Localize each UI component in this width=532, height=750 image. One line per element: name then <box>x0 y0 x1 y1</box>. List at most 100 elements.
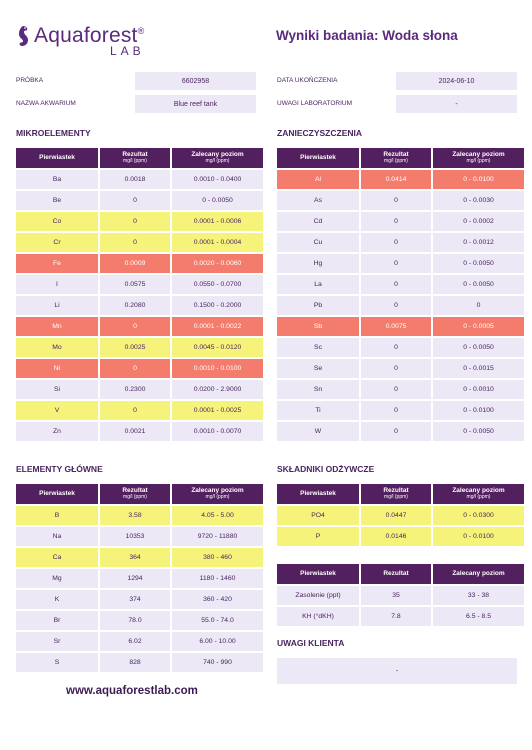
table-row: B 3.58 4.05 - 5.00 <box>16 506 263 525</box>
table-row: KH (°dKH) 7.8 6.5 - 8.5 <box>277 607 524 626</box>
cell-element: Mn <box>16 317 98 336</box>
cell-result: 0 <box>100 233 170 252</box>
cell-element: S <box>16 653 98 672</box>
cell-result: 0 <box>361 380 431 399</box>
cell-element: Br <box>16 611 98 630</box>
cell-element: I <box>16 275 98 294</box>
table-row: Mg 1294 1180 - 1460 <box>16 569 263 588</box>
table-row: Cr 0 0.0001 - 0.0004 <box>16 233 263 252</box>
col-element: Pierwiastek <box>16 484 98 504</box>
cell-element: Li <box>16 296 98 315</box>
cell-result: 0.2080 <box>100 296 170 315</box>
cell-range: 0 - 0.0002 <box>433 212 524 231</box>
cell-element: Sr <box>16 632 98 651</box>
cell-result: 0.0447 <box>361 506 431 525</box>
cell-element: Ti <box>277 401 359 420</box>
cell-range: 33 - 38 <box>433 586 524 605</box>
cell-element: Pb <box>277 296 359 315</box>
cell-range: 0 - 0.0010 <box>433 380 524 399</box>
table-row: Cu 0 0 - 0.0012 <box>277 233 524 252</box>
table-row: Al 0.0414 0 - 0.0100 <box>277 170 524 189</box>
table-row: S 828 740 - 990 <box>16 653 263 672</box>
logo-wordmark: Aquaforest® <box>34 24 145 47</box>
cell-element: Be <box>16 191 98 210</box>
table-row: Ca 364 380 - 460 <box>16 548 263 567</box>
cell-element: KH (°dKH) <box>277 607 359 626</box>
cell-range: 0 - 0.0100 <box>433 170 524 189</box>
table-row: K 374 360 - 420 <box>16 590 263 609</box>
col-element: Pierwiastek <box>277 148 359 168</box>
table-row: Fe 0.0009 0.0020 - 0.0060 <box>16 254 263 273</box>
table-row: Hg 0 0 - 0.0050 <box>277 254 524 273</box>
table-row: V 0 0.0001 - 0.0025 <box>16 401 263 420</box>
cell-range: 0.1500 - 0.2000 <box>172 296 263 315</box>
cell-range: 0 - 0.0005 <box>433 317 524 336</box>
cell-result: 0.0575 <box>100 275 170 294</box>
cell-element: Ni <box>16 359 98 378</box>
date-label: DATA UKOŃCZENIA <box>277 77 338 84</box>
cell-range: 4.05 - 5.00 <box>172 506 263 525</box>
cell-range: 0 - 0.0050 <box>433 422 524 441</box>
lab-notes-value: - <box>396 95 517 113</box>
cell-element: PO4 <box>277 506 359 525</box>
cell-result: 0 <box>100 212 170 231</box>
website-link[interactable]: www.aquaforestlab.com <box>66 685 198 697</box>
cell-result: 10353 <box>100 527 170 546</box>
col-range: Zalecany poziom mg/l (ppm) <box>172 484 263 504</box>
cell-result: 35 <box>361 586 431 605</box>
extra-table: Pierwiastek Rezultat Zalecany poziom Zas… <box>275 562 526 628</box>
cell-element: As <box>277 191 359 210</box>
cell-range: 0 - 0.0100 <box>433 527 524 546</box>
cell-range: 0.0020 - 0.0060 <box>172 254 263 273</box>
table-row: Ba 0.0018 0.0010 - 0.0400 <box>16 170 263 189</box>
cell-range: 0.0200 - 2.9000 <box>172 380 263 399</box>
table-row: I 0.0575 0.0550 - 0.0700 <box>16 275 263 294</box>
cell-range: 0.0010 - 0.0070 <box>172 422 263 441</box>
cell-range: 0.0010 - 0.0400 <box>172 170 263 189</box>
table-row: Ni 0 0.0010 - 0.0100 <box>16 359 263 378</box>
cell-range: 0 - 0.0012 <box>433 233 524 252</box>
col-element: Pierwiastek <box>277 484 359 504</box>
table-row: Sb 0.0075 0 - 0.0005 <box>277 317 524 336</box>
cell-result: 0 <box>361 422 431 441</box>
cell-element: K <box>16 590 98 609</box>
col-range: Zalecany poziom mg/l (ppm) <box>433 148 524 168</box>
cell-range: 0.0001 - 0.0006 <box>172 212 263 231</box>
cell-range: 0 - 0.0050 <box>433 338 524 357</box>
table-row: Cd 0 0 - 0.0002 <box>277 212 524 231</box>
cell-element: Na <box>16 527 98 546</box>
cell-range: 0 <box>433 296 524 315</box>
table-row: Sn 0 0 - 0.0010 <box>277 380 524 399</box>
micro-table: Pierwiastek Rezultat mg/l (ppm) Zalecany … <box>14 146 265 443</box>
cell-range: 0.0550 - 0.0700 <box>172 275 263 294</box>
table-row: Pb 0 0 <box>277 296 524 315</box>
cell-range: 0.0045 - 0.0120 <box>172 338 263 357</box>
date-value: 2024-06-10 <box>396 72 517 90</box>
col-result: Rezultat mg/l (ppm) <box>361 148 431 168</box>
client-notes-value: - <box>277 658 517 684</box>
lab-notes-label: UWAGI LABORATORIUM <box>277 100 352 107</box>
cell-range: 6.00 - 10.00 <box>172 632 263 651</box>
cell-element: Mo <box>16 338 98 357</box>
cell-result: 0.0009 <box>100 254 170 273</box>
cell-range: 0 - 0.0300 <box>433 506 524 525</box>
cell-element: Al <box>277 170 359 189</box>
cell-range: 0.0001 - 0.0022 <box>172 317 263 336</box>
cell-result: 0 <box>361 338 431 357</box>
cell-element: Cr <box>16 233 98 252</box>
cell-element: Fe <box>16 254 98 273</box>
table-row: As 0 0 - 0.0030 <box>277 191 524 210</box>
micro-title: MIKROELEMENTY <box>16 128 91 138</box>
cell-result: 0.0075 <box>361 317 431 336</box>
table-row: Br 78.0 55.0 - 74.0 <box>16 611 263 630</box>
cell-range: 740 - 990 <box>172 653 263 672</box>
col-result: Rezultat <box>361 564 431 584</box>
cell-element: Ca <box>16 548 98 567</box>
cell-result: 0 <box>361 254 431 273</box>
pollution-table: Pierwiastek Rezultat mg/l (ppm) Zalecany … <box>275 146 526 443</box>
aquarium-value: Blue reef tank <box>135 95 256 113</box>
cell-range: 0.0001 - 0.0004 <box>172 233 263 252</box>
cell-result: 0 <box>361 401 431 420</box>
cell-range: 0 - 0.0015 <box>433 359 524 378</box>
cell-result: 374 <box>100 590 170 609</box>
